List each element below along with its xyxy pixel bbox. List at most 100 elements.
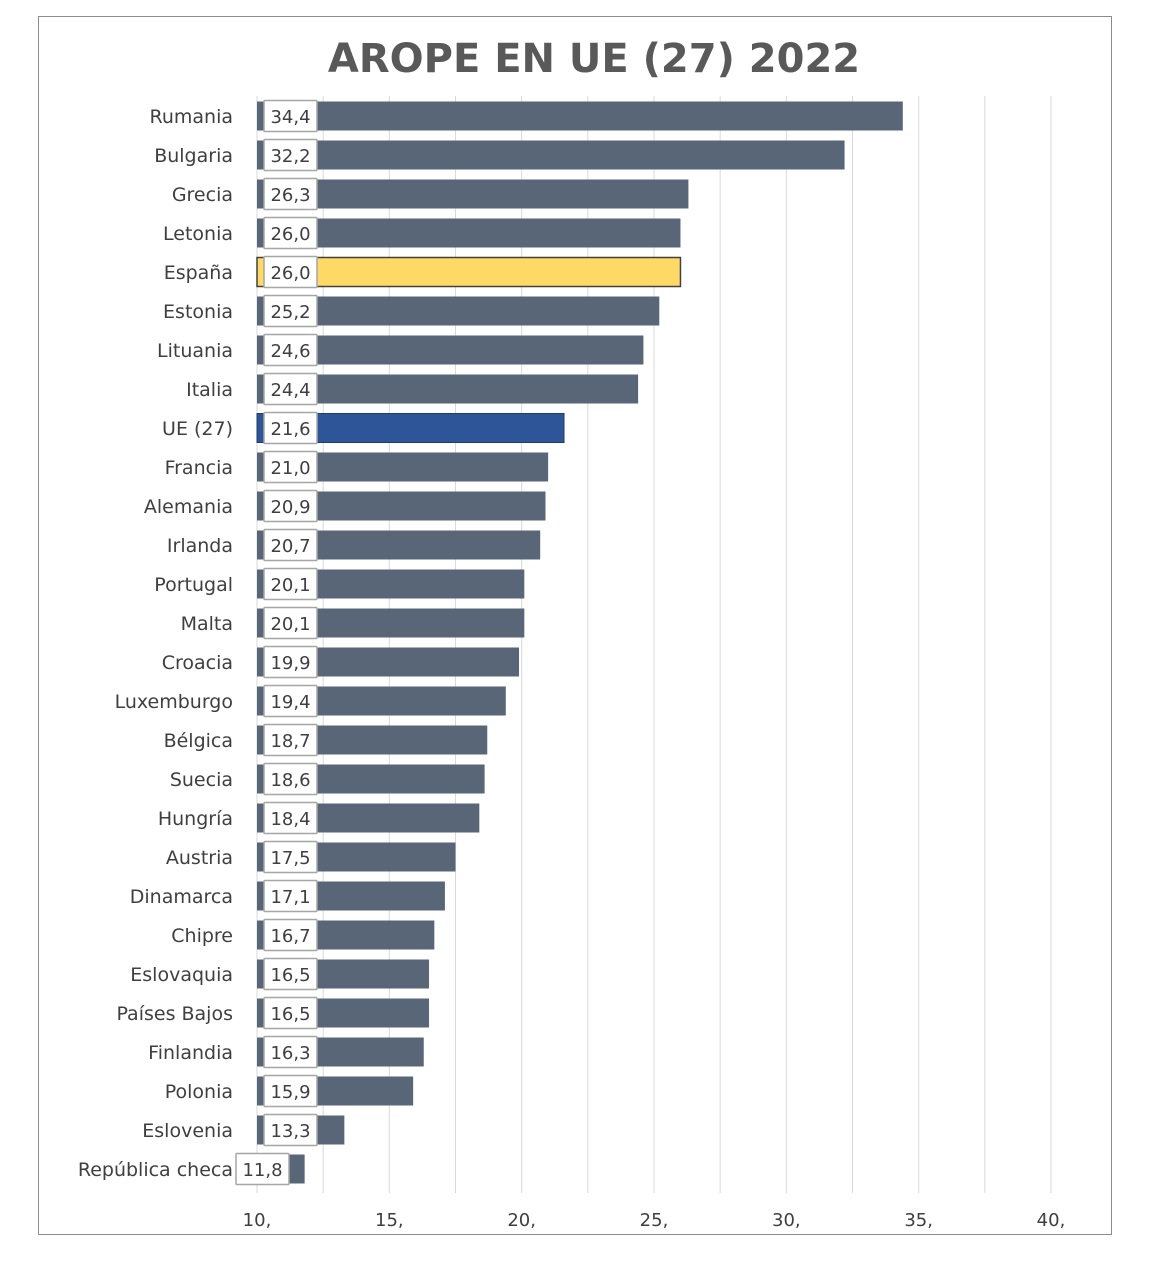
category-label: Malta — [181, 613, 233, 635]
data-label-box — [263, 138, 318, 172]
bar — [257, 296, 660, 326]
category-label: Hungría — [158, 808, 233, 830]
x-tick-label: 20, — [507, 1210, 536, 1231]
category-label: Estonia — [163, 301, 233, 323]
data-labels: 34,4 32,2 26,3 26,0 26,0 25,2 24,6 24,4 21,6 21,0… — [235, 99, 318, 1186]
data-label: 17,1 — [270, 887, 310, 908]
data-label-box — [263, 684, 318, 718]
data-label: 26,0 — [270, 224, 310, 245]
category-label: Finlandia — [148, 1042, 233, 1064]
x-tick-label: 15, — [375, 1210, 404, 1231]
category-label: UE (27) — [162, 418, 233, 440]
data-label: 19,4 — [270, 692, 310, 713]
data-label: 26,3 — [270, 185, 310, 206]
x-tick-label: 30, — [772, 1210, 801, 1231]
data-label-box — [263, 879, 318, 913]
data-label-box — [263, 918, 318, 952]
data-label-box — [263, 1113, 318, 1147]
data-label: 18,7 — [270, 731, 310, 752]
data-label-box — [263, 957, 318, 991]
bars — [256, 101, 903, 1184]
category-label: Países Bajos — [116, 1003, 233, 1025]
data-label: 19,9 — [270, 653, 310, 674]
bar — [257, 218, 681, 248]
data-label: 21,0 — [270, 458, 310, 479]
category-label: Letonia — [163, 223, 233, 245]
x-tick-label: 10, — [243, 1210, 272, 1231]
data-label-box — [263, 1035, 318, 1069]
data-label: 16,5 — [270, 965, 310, 986]
chart-title: AROPE EN UE (27) 2022 — [327, 36, 861, 82]
category-label: Eslovaquia — [130, 964, 233, 986]
data-label: 15,9 — [270, 1082, 310, 1103]
data-label: 18,6 — [270, 770, 310, 791]
data-label: 20,9 — [270, 497, 310, 518]
data-label-box — [263, 99, 318, 133]
category-label: España — [164, 262, 233, 284]
data-label-box — [263, 606, 318, 640]
data-label: 24,4 — [270, 380, 310, 401]
category-label: Italia — [186, 379, 233, 401]
data-label-box — [263, 645, 318, 679]
category-label: Luxemburgo — [115, 691, 233, 713]
data-label: 18,4 — [270, 809, 310, 830]
data-label: 24,6 — [270, 341, 310, 362]
category-label: Alemania — [144, 496, 233, 518]
data-label-box — [263, 801, 318, 835]
category-label: Polonia — [165, 1081, 233, 1103]
data-label-box — [263, 372, 318, 406]
x-tick-label: 25, — [640, 1210, 669, 1231]
category-label: Austria — [166, 847, 233, 869]
data-label-box — [263, 333, 318, 367]
category-label: Irlanda — [167, 535, 233, 557]
data-label: 20,1 — [270, 614, 310, 635]
data-label: 34,4 — [270, 107, 310, 128]
data-label-box — [263, 840, 318, 874]
data-label-box — [263, 1074, 318, 1108]
x-tick-labels: 10, 15, 20, 25, 30, 35, 40, — [243, 1210, 1066, 1231]
data-label-box — [263, 294, 318, 328]
data-label-box — [263, 216, 318, 250]
bar — [257, 179, 689, 209]
data-label: 17,5 — [270, 848, 310, 869]
data-label: 32,2 — [270, 146, 310, 167]
data-label: 20,1 — [270, 575, 310, 596]
category-label: Eslovenia — [142, 1120, 233, 1142]
data-label-box — [263, 723, 318, 757]
data-label: 16,3 — [270, 1043, 310, 1064]
data-label-box — [263, 177, 318, 211]
category-label: Croacia — [162, 652, 233, 674]
category-label: Suecia — [170, 769, 233, 791]
bar — [257, 140, 845, 170]
category-labels: Rumania Bulgaria Grecia Letonia España Estoni… — [78, 106, 233, 1181]
data-label: 16,7 — [270, 926, 310, 947]
data-label: 21,6 — [270, 419, 310, 440]
bar — [256, 256, 682, 288]
category-label: Dinamarca — [130, 886, 233, 908]
data-label: 26,0 — [270, 263, 310, 284]
bar — [257, 374, 639, 404]
data-label-box — [263, 762, 318, 796]
data-label: 13,3 — [270, 1121, 310, 1142]
chart-frame — [38, 16, 1112, 1235]
category-label: República checa — [78, 1159, 233, 1181]
data-label: 16,5 — [270, 1004, 310, 1025]
bar — [257, 335, 644, 365]
data-label-box — [235, 1152, 290, 1186]
data-label-box — [263, 255, 318, 289]
category-label: Francia — [165, 457, 233, 479]
x-tick-label: 35, — [904, 1210, 933, 1231]
data-label-box — [263, 567, 318, 601]
data-label: 11,8 — [242, 1160, 282, 1181]
category-label: Rumania — [149, 106, 233, 128]
data-label-box — [263, 528, 318, 562]
category-label: Portugal — [154, 574, 233, 596]
x-tick-label: 40, — [1037, 1210, 1066, 1231]
data-label: 25,2 — [270, 302, 310, 323]
category-label: Lituania — [157, 340, 233, 362]
category-label: Bélgica — [164, 730, 233, 752]
data-label: 20,7 — [270, 536, 310, 557]
category-label: Grecia — [172, 184, 233, 206]
bar — [257, 101, 903, 131]
